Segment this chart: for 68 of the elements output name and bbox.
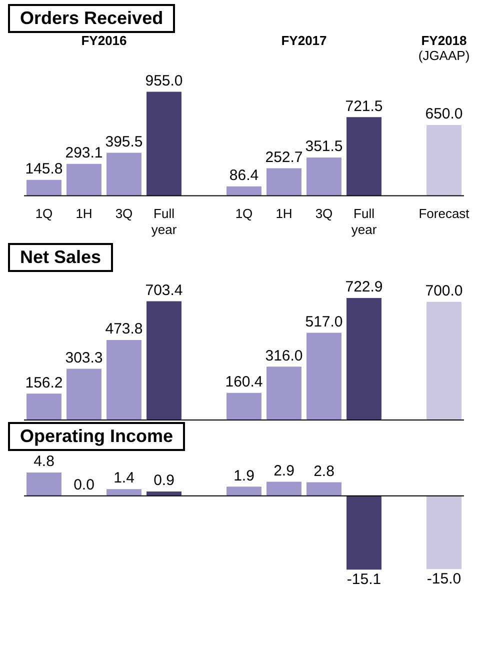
x-tick-label: Full year: [151, 206, 178, 237]
bar: [146, 492, 182, 496]
bar: [146, 92, 182, 196]
chart-title: Orders Received: [8, 4, 176, 33]
data-label: 1.9: [234, 467, 254, 484]
x-tick-label: Forecast: [418, 206, 470, 222]
bar: [66, 368, 102, 420]
bar: [346, 117, 382, 196]
data-label: 252.7: [265, 148, 303, 166]
bar: [106, 489, 142, 496]
text: FY2017: [281, 33, 327, 48]
data-label: 2.8: [314, 462, 334, 480]
bar: [26, 180, 62, 196]
bar: [146, 301, 182, 420]
data-label: 721.5: [345, 98, 383, 115]
x-tick-label: Full year: [351, 206, 378, 237]
data-label: -15.1: [346, 571, 382, 588]
bar: [266, 482, 302, 496]
data-label: 0.0: [74, 476, 94, 494]
data-label: 700.0: [425, 282, 463, 300]
bar: [226, 186, 262, 196]
x-tick-label: 3Q: [315, 206, 333, 222]
bar: [66, 164, 102, 196]
data-label: -15.0: [426, 570, 462, 588]
chart-title: Net Sales: [8, 243, 114, 272]
x-tick-label: 1H: [276, 206, 292, 222]
data-label: 145.8: [25, 160, 63, 178]
data-label: 160.4: [225, 374, 263, 391]
bar: [426, 302, 462, 420]
data-label: 650.0: [425, 106, 463, 123]
data-label: 316.0: [265, 347, 303, 364]
bar: [106, 152, 142, 196]
data-label: 955.0: [145, 72, 183, 90]
chart-title: Operating Income: [8, 422, 186, 451]
bar: [306, 332, 342, 420]
data-label: 2.9: [274, 462, 294, 480]
bar: [426, 496, 462, 570]
data-label: 517.0: [305, 313, 343, 330]
bar: [226, 392, 262, 420]
bar: [346, 496, 382, 570]
data-label: 303.3: [65, 349, 103, 366]
x-tick-label: 1Q: [35, 206, 53, 222]
bar: [266, 168, 302, 196]
text: FY2016: [81, 33, 127, 48]
bar: [106, 340, 142, 420]
bar: [346, 298, 382, 420]
bar: [306, 157, 342, 196]
data-label: 395.5: [105, 133, 143, 150]
bar: [26, 394, 62, 420]
data-label: 703.4: [145, 282, 183, 299]
data-label: 4.8: [34, 453, 54, 470]
bar: [26, 472, 62, 496]
data-label: 351.5: [305, 138, 343, 156]
data-label: 156.2: [25, 374, 63, 392]
bar: [226, 486, 262, 496]
bar: [266, 366, 302, 420]
data-label: 293.1: [65, 144, 103, 162]
text: FY2018 (JGAAP): [418, 33, 470, 64]
x-tick-label: 3Q: [115, 206, 133, 222]
data-label: 0.9: [154, 472, 174, 490]
bar: [306, 482, 342, 496]
data-label: 473.8: [105, 320, 143, 338]
data-label: 86.4: [229, 167, 259, 184]
x-tick-label: 1H: [76, 206, 92, 222]
data-label: 722.9: [345, 278, 383, 296]
x-tick-label: 1Q: [235, 206, 253, 222]
bar: [426, 124, 462, 196]
data-label: 1.4: [114, 470, 134, 487]
